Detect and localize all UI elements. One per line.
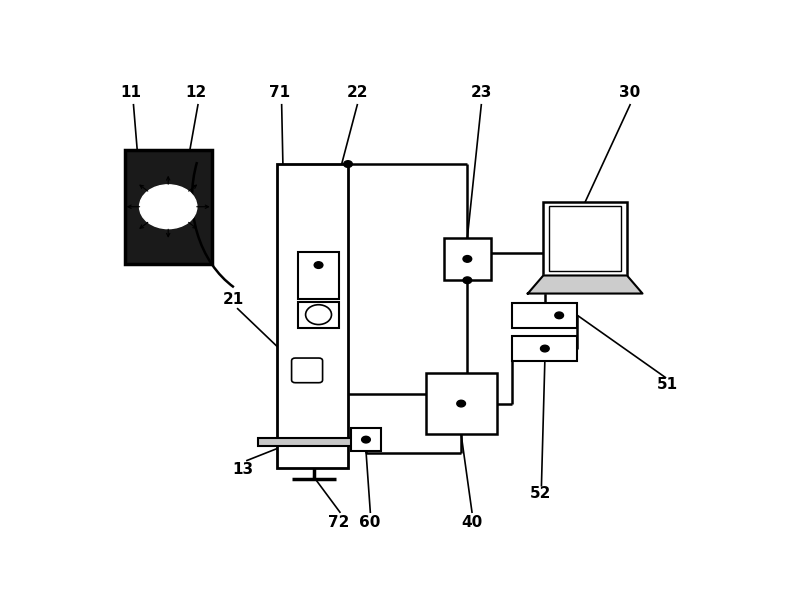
Circle shape [344, 161, 352, 168]
Bar [125, 150, 211, 264]
Text: 52: 52 [530, 486, 551, 501]
Circle shape [362, 436, 370, 443]
FancyBboxPatch shape [291, 358, 322, 383]
Circle shape [463, 277, 472, 283]
Bar [351, 428, 381, 451]
Text: 40: 40 [462, 514, 482, 530]
Text: 12: 12 [186, 86, 206, 100]
Bar [298, 302, 338, 328]
Bar [549, 206, 622, 271]
Bar [426, 373, 497, 434]
Bar [512, 303, 578, 328]
Circle shape [541, 345, 549, 352]
Text: 13: 13 [232, 463, 253, 477]
Circle shape [314, 262, 323, 269]
Text: 21: 21 [222, 292, 244, 307]
Bar [298, 252, 338, 299]
Bar [543, 202, 627, 275]
Text: 71: 71 [270, 86, 290, 100]
Text: 23: 23 [470, 86, 492, 100]
Text: 72: 72 [328, 514, 350, 530]
Bar [277, 164, 348, 468]
Circle shape [555, 312, 563, 318]
Circle shape [463, 256, 472, 262]
Circle shape [457, 400, 466, 407]
Circle shape [139, 185, 197, 229]
Bar [444, 238, 490, 280]
Polygon shape [528, 275, 642, 294]
Bar [258, 438, 366, 446]
Text: 51: 51 [657, 377, 678, 392]
Circle shape [306, 305, 331, 325]
Text: 30: 30 [619, 86, 641, 100]
Text: 11: 11 [121, 86, 142, 100]
Bar [512, 336, 578, 361]
Text: 22: 22 [346, 86, 368, 100]
Text: 60: 60 [359, 514, 380, 530]
